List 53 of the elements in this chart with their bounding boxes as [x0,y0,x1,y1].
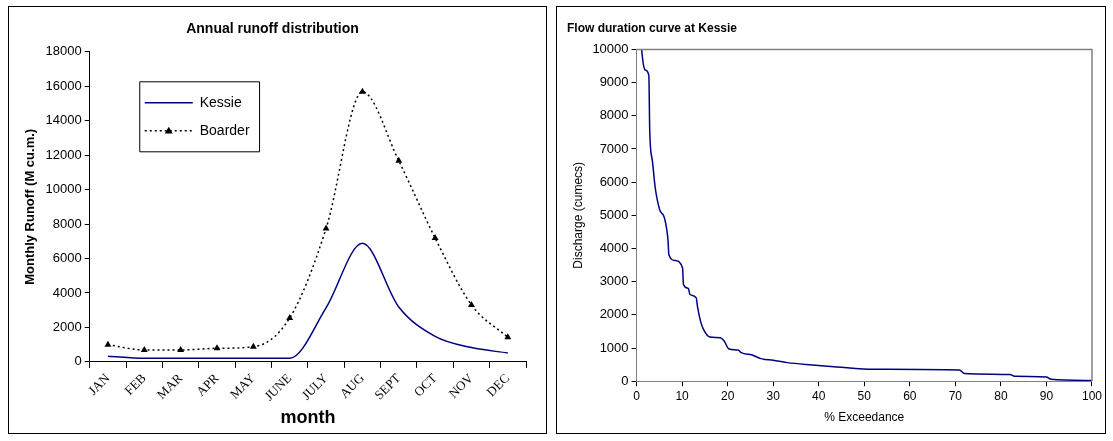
point [395,156,403,163]
x-tick-label: 90 [1039,388,1054,403]
y-axis-title: Monthly Runoff (M cu.m.) [22,128,38,285]
point [140,346,148,353]
x-tick-label: 70 [948,388,963,403]
y-tick-label: 9000 [599,74,629,90]
point [249,342,257,349]
x-tick-label: 0 [633,388,641,403]
y-tick-label: 4000 [599,240,629,256]
y-tick-label: 2000 [52,319,82,335]
x-tick-label: 40 [812,388,826,403]
x-tick-label: FEB [121,370,150,398]
y-tick-label: 10000 [592,40,629,56]
chart-title: Flow duration curve at Kessie [567,20,738,35]
line-series [640,49,1092,382]
chart-title: Annual runoff distribution [186,20,359,37]
y-tick-label: 16000 [45,77,82,93]
point [358,87,366,94]
y-tick-label: 14000 [45,112,82,128]
x-tick-label: 100 [1081,388,1103,403]
y-tick-label: 4000 [52,284,82,300]
point [322,224,330,231]
line-series [107,242,509,360]
y-tick-label: 5000 [599,206,629,222]
y-tick-label: 3000 [599,273,629,289]
x-tick-label: 10 [675,388,690,403]
legend-label: Kessie [199,93,242,110]
y-tick-label: 0 [74,353,82,369]
x-tick-label: 80 [994,388,1008,403]
y-axis-title: Discharge (cumecs) [570,161,585,269]
point [504,333,512,340]
point [286,313,294,320]
x-tick-label: 30 [766,388,781,403]
y-tick-label: 2000 [599,306,629,322]
y-tick-label: 8000 [52,215,82,231]
point [104,340,112,347]
y-tick-label: 6000 [599,173,629,189]
y-tick-label: 6000 [52,250,82,266]
point [177,346,185,353]
point [468,300,475,307]
x-tick-label: 50 [857,388,872,403]
x-tick-label: 20 [720,388,735,403]
x-axis-title: month [280,407,336,428]
y-tick-label: 7000 [599,140,629,156]
y-tick-label: 18000 [45,43,82,59]
y-tick-label: 8000 [599,107,629,123]
legend-label: Boarder [199,121,250,138]
x-axis-title: % Exceedance [824,410,905,425]
y-tick-label: 1000 [599,339,629,355]
point [431,234,439,241]
y-tick-label: 12000 [45,146,82,162]
y-tick-label: 10000 [45,181,82,197]
x-tick-label: 60 [903,388,917,403]
